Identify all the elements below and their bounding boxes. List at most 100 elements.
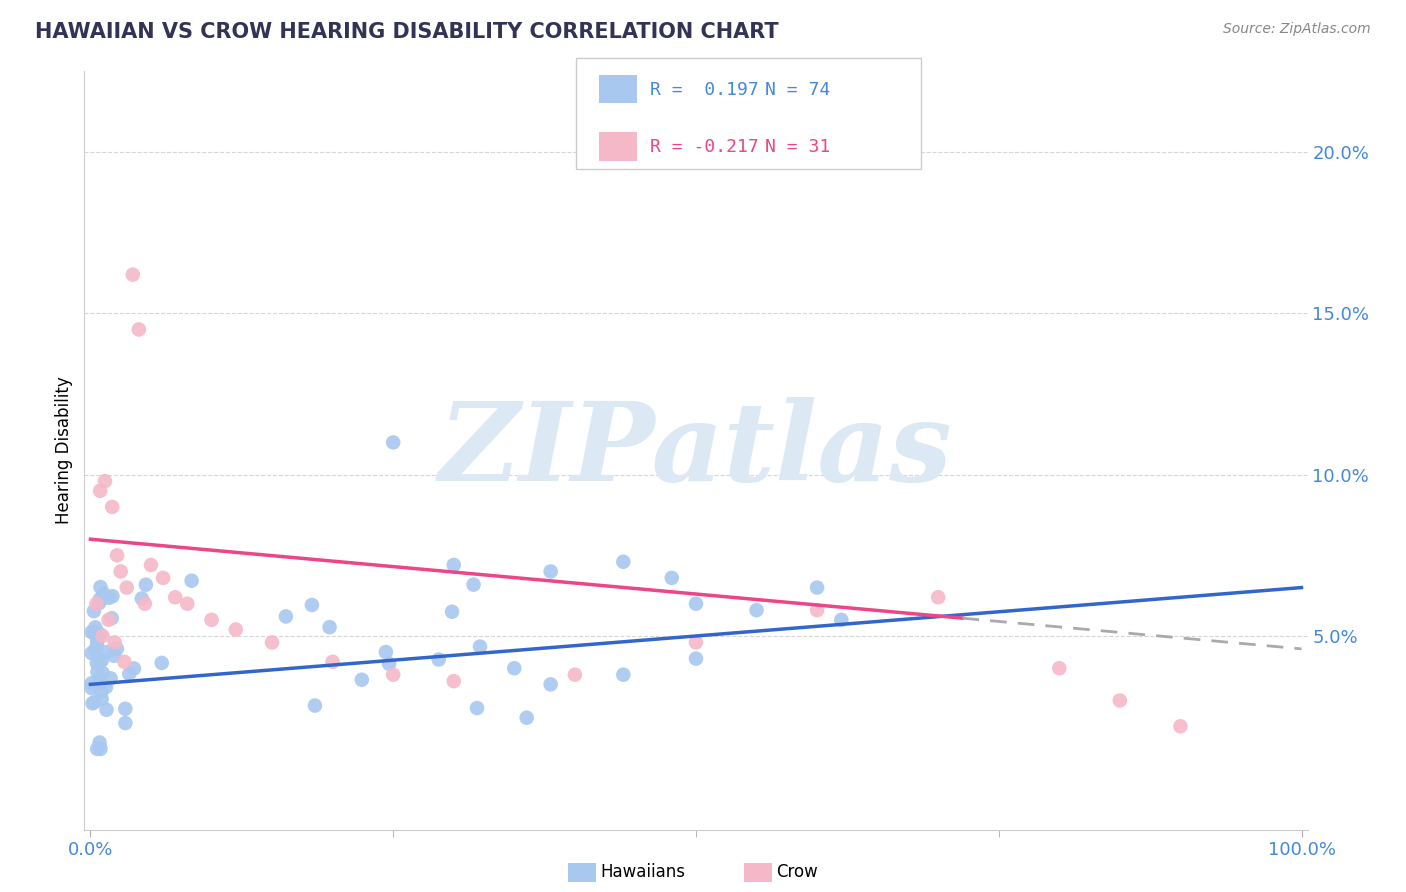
Point [86, 656, 108, 670]
Point [89, 592, 111, 607]
Point [84, 620, 107, 634]
Point [91, 653, 114, 667]
Point [84, 627, 107, 641]
Point [139, 558, 162, 572]
Y-axis label: Hearing Disability: Hearing Disability [55, 376, 73, 524]
Point [100, 611, 122, 625]
Point [322, 655, 344, 669]
Point [274, 609, 297, 624]
Point [152, 571, 174, 585]
Point [122, 661, 145, 675]
Point [443, 558, 465, 572]
Point [165, 591, 187, 605]
Point [89, 596, 111, 610]
Point [374, 645, 396, 659]
Point [540, 565, 562, 579]
Point [105, 641, 128, 656]
Point [86, 597, 108, 611]
Point [94, 474, 117, 488]
Point [114, 702, 136, 716]
Point [112, 655, 135, 669]
Point [96, 703, 118, 717]
Point [93, 587, 115, 601]
Point [89, 656, 111, 670]
Point [1047, 661, 1070, 675]
Point [87, 671, 110, 685]
Point [84, 643, 107, 657]
Point [150, 656, 173, 670]
Point [118, 666, 141, 681]
Text: Hawaiians: Hawaiians [600, 863, 685, 881]
Point [91, 629, 114, 643]
Point [516, 711, 538, 725]
Point [382, 435, 405, 450]
Point [427, 652, 450, 666]
Point [350, 673, 373, 687]
Point [927, 591, 949, 605]
Point [440, 605, 463, 619]
Point [90, 692, 112, 706]
Point [318, 620, 340, 634]
Point [110, 565, 132, 579]
Point [612, 667, 634, 681]
Point [200, 613, 222, 627]
Point [96, 645, 118, 659]
Point [103, 648, 125, 663]
Point [83, 604, 105, 618]
Point [540, 677, 562, 691]
Point [80, 676, 103, 690]
Point [830, 613, 852, 627]
Text: N = 31: N = 31 [765, 138, 830, 156]
Point [745, 603, 768, 617]
Point [98, 591, 121, 605]
Point [128, 322, 150, 336]
Point [463, 577, 485, 591]
Point [378, 657, 401, 671]
Point [90, 685, 112, 699]
Point [131, 591, 153, 606]
Point [101, 589, 124, 603]
Text: R = -0.217: R = -0.217 [650, 138, 758, 156]
Point [443, 674, 465, 689]
Point [114, 716, 136, 731]
Point [121, 268, 143, 282]
Point [86, 638, 108, 652]
Point [80, 681, 103, 695]
Point [101, 500, 124, 514]
Point [134, 597, 156, 611]
Point [86, 665, 108, 679]
Point [685, 635, 707, 649]
Point [1170, 719, 1192, 733]
Point [104, 635, 127, 649]
Point [612, 555, 634, 569]
Point [685, 597, 707, 611]
Point [180, 574, 202, 588]
Point [94, 680, 117, 694]
Point [89, 735, 111, 749]
Point [685, 651, 707, 665]
Point [82, 696, 104, 710]
Point [503, 661, 526, 675]
Point [382, 667, 405, 681]
Text: Source: ZipAtlas.com: Source: ZipAtlas.com [1223, 22, 1371, 37]
Point [89, 627, 111, 641]
Text: Crow: Crow [776, 863, 818, 881]
Point [564, 667, 586, 681]
Point [806, 581, 828, 595]
Point [1108, 693, 1130, 707]
Text: N = 74: N = 74 [765, 81, 830, 99]
Text: HAWAIIAN VS CROW HEARING DISABILITY CORRELATION CHART: HAWAIIAN VS CROW HEARING DISABILITY CORR… [35, 22, 779, 42]
Point [86, 634, 108, 648]
Point [83, 695, 105, 709]
Point [89, 483, 111, 498]
Point [135, 577, 157, 591]
Point [465, 701, 488, 715]
Point [80, 625, 103, 640]
Text: ZIPatlas: ZIPatlas [439, 397, 953, 504]
Point [262, 635, 284, 649]
Point [301, 598, 323, 612]
Point [97, 613, 120, 627]
Point [89, 673, 111, 687]
Text: R =  0.197: R = 0.197 [650, 81, 758, 99]
Point [84, 628, 107, 642]
